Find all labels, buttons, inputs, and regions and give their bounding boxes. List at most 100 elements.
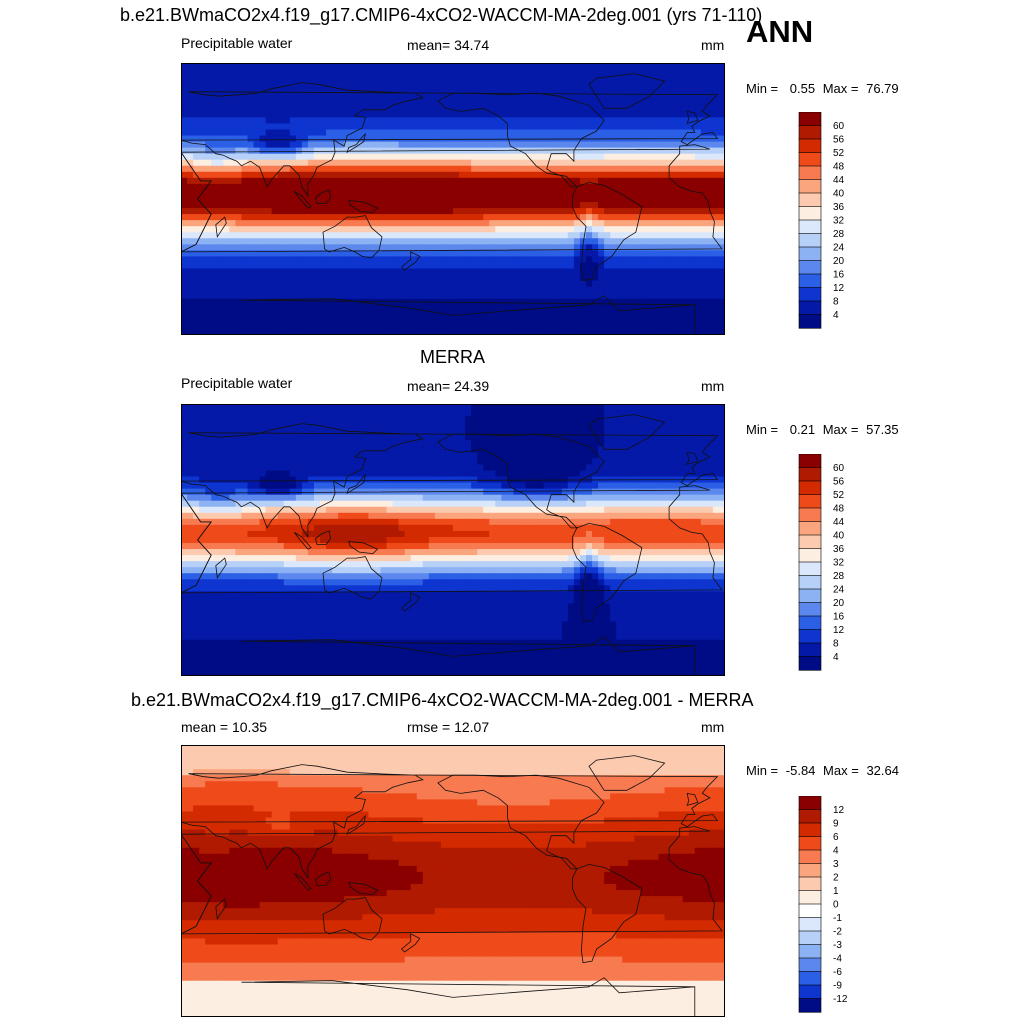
field-cell bbox=[428, 123, 436, 131]
field-cell bbox=[253, 434, 261, 441]
field-cell bbox=[507, 93, 515, 100]
field-cell bbox=[440, 244, 448, 251]
field-cell bbox=[374, 416, 382, 423]
field-cell bbox=[646, 177, 654, 185]
field-cell bbox=[338, 226, 345, 233]
field-cell bbox=[610, 202, 617, 209]
field-cell bbox=[410, 244, 418, 251]
field-cell bbox=[585, 244, 593, 251]
field-cell bbox=[712, 328, 720, 335]
field-cell bbox=[573, 123, 581, 131]
field-cell bbox=[253, 93, 261, 100]
field-cell bbox=[628, 328, 635, 335]
field-cell bbox=[658, 129, 666, 137]
field-cell bbox=[235, 422, 243, 429]
field-cell bbox=[271, 177, 279, 185]
field-cell bbox=[519, 250, 527, 258]
field-cell bbox=[181, 63, 188, 70]
field-cell bbox=[332, 250, 339, 258]
field-cell bbox=[259, 69, 267, 76]
field-cell bbox=[694, 262, 702, 270]
field-cell bbox=[628, 292, 635, 300]
field-cell bbox=[386, 256, 394, 264]
field-cell bbox=[592, 244, 599, 251]
field-cell bbox=[217, 208, 224, 215]
field-cell bbox=[410, 165, 418, 173]
field-cell bbox=[640, 183, 648, 191]
field-cell bbox=[555, 440, 563, 447]
field-cell bbox=[271, 105, 279, 112]
field-cell bbox=[344, 322, 351, 330]
field-cell bbox=[628, 208, 635, 215]
field-cell bbox=[453, 262, 460, 270]
field-cell bbox=[471, 292, 478, 300]
field-cell bbox=[326, 440, 333, 447]
field-cell bbox=[712, 189, 720, 197]
field-cell bbox=[543, 238, 551, 245]
field-cell bbox=[694, 159, 702, 167]
field-cell bbox=[271, 262, 279, 270]
field-cell bbox=[579, 404, 587, 411]
field-cell bbox=[211, 111, 218, 118]
field-cell bbox=[453, 117, 460, 125]
field-cell bbox=[193, 202, 200, 209]
field-cell bbox=[398, 304, 406, 312]
field-cell bbox=[253, 183, 261, 191]
field-cell bbox=[326, 316, 333, 324]
field-cell bbox=[356, 280, 363, 288]
field-cell bbox=[555, 446, 563, 453]
field-cell bbox=[362, 208, 369, 215]
field-cell bbox=[688, 87, 696, 94]
field-cell bbox=[592, 416, 599, 423]
field-cell bbox=[199, 410, 206, 417]
field-cell bbox=[712, 214, 720, 221]
field-cell bbox=[440, 208, 448, 215]
field-cell bbox=[616, 452, 623, 459]
field-cell bbox=[410, 63, 418, 70]
field-cell bbox=[223, 147, 230, 155]
field-cell bbox=[592, 171, 599, 179]
field-cell bbox=[374, 440, 382, 447]
field-cell bbox=[307, 63, 315, 70]
field-cell bbox=[398, 214, 406, 221]
field-cell bbox=[229, 316, 236, 324]
field-cell bbox=[471, 63, 478, 70]
field-cell bbox=[259, 208, 267, 215]
field-cell bbox=[652, 177, 660, 185]
field-cell bbox=[616, 75, 623, 82]
field-cell bbox=[477, 268, 484, 276]
field-cell bbox=[181, 87, 188, 94]
field-cell bbox=[187, 458, 194, 466]
field-cell bbox=[670, 274, 678, 282]
field-cell bbox=[519, 183, 527, 191]
field-cell bbox=[573, 428, 581, 435]
field-cell bbox=[459, 416, 466, 423]
field-cell bbox=[374, 117, 382, 125]
field-cell bbox=[181, 428, 188, 435]
field-cell bbox=[459, 328, 466, 335]
field-cell bbox=[362, 428, 369, 435]
field-cell bbox=[465, 322, 472, 330]
field-cell bbox=[537, 250, 545, 258]
field-cell bbox=[604, 81, 611, 88]
field-cell bbox=[193, 410, 200, 417]
field-cell bbox=[295, 153, 303, 161]
field-cell bbox=[531, 177, 539, 185]
field-cell bbox=[350, 75, 357, 82]
field-cell bbox=[567, 434, 575, 441]
field-cell bbox=[368, 256, 376, 264]
field-cell bbox=[519, 141, 527, 149]
field-cell bbox=[374, 328, 382, 335]
field-cell bbox=[604, 310, 611, 318]
field-cell bbox=[235, 244, 243, 251]
field-cell bbox=[507, 226, 515, 233]
field-cell bbox=[573, 153, 581, 161]
field-cell bbox=[561, 141, 569, 149]
field-cell bbox=[271, 87, 279, 94]
field-cell bbox=[338, 183, 345, 191]
field-cell bbox=[459, 422, 466, 429]
field-cell bbox=[501, 280, 508, 288]
field-cell bbox=[374, 274, 382, 282]
field-cell bbox=[289, 232, 297, 239]
